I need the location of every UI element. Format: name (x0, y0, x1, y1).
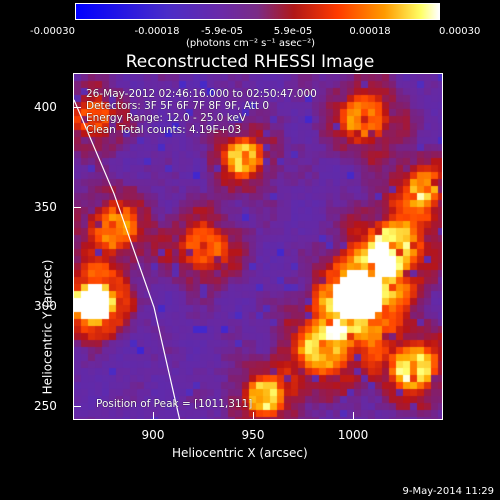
colorbar-tick: 0.00018 (349, 26, 391, 37)
colorbar-tick: 0.00030 (439, 26, 481, 37)
colorbar-tick: -5.9e-05 (201, 26, 243, 37)
y-tick-label: 400 (34, 99, 57, 114)
y-tick (73, 106, 81, 108)
y-tick (73, 306, 81, 308)
colorbar-units: (photons cm⁻² s⁻¹ asec⁻²) (186, 38, 316, 49)
limb-curve (74, 99, 181, 419)
plot-area: 26-May-2012 02:46:16.000 to 02:50:47.000… (73, 73, 443, 420)
y-tick (73, 206, 81, 208)
colorbar-tick: -0.00030 (30, 26, 75, 37)
annotation-detectors: Detectors: 3F 5F 6F 7F 8F 9F, Att 0 (86, 100, 270, 112)
footer-date: 9-May-2014 11:29 (402, 486, 494, 497)
annotation-time: 26-May-2012 02:46:16.000 to 02:50:47.000 (86, 88, 317, 100)
x-tick (353, 412, 354, 420)
x-tick-label: 1000 (337, 428, 369, 442)
plot-overlay (74, 99, 181, 419)
heatmap-image (74, 74, 442, 419)
colorbar-tick: -0.00018 (134, 26, 180, 37)
colorbar-tick: 5.9e-05 (273, 26, 313, 37)
y-axis-label: Heliocentric Y (arcsec) (40, 259, 55, 395)
x-tick (153, 412, 154, 420)
annotation-clean: Clean Total counts: 4.19E+03 (86, 124, 242, 136)
annotation-energy: Energy Range: 12.0 - 25.0 keV (86, 112, 247, 124)
y-tick (73, 406, 81, 408)
chart-title: Reconstructed RHESSI Image (125, 52, 375, 72)
y-tick-label: 300 (34, 299, 57, 314)
x-axis-label: Heliocentric X (arcsec) (172, 446, 308, 460)
x-tick-label: 900 (141, 428, 165, 442)
y-tick-label: 350 (34, 199, 57, 214)
colorbar (75, 3, 440, 20)
x-tick (253, 412, 254, 420)
x-tick-label: 950 (241, 428, 265, 442)
y-tick-label: 250 (34, 399, 57, 414)
annotation-peak: Position of Peak = [1011,311] (96, 398, 253, 410)
